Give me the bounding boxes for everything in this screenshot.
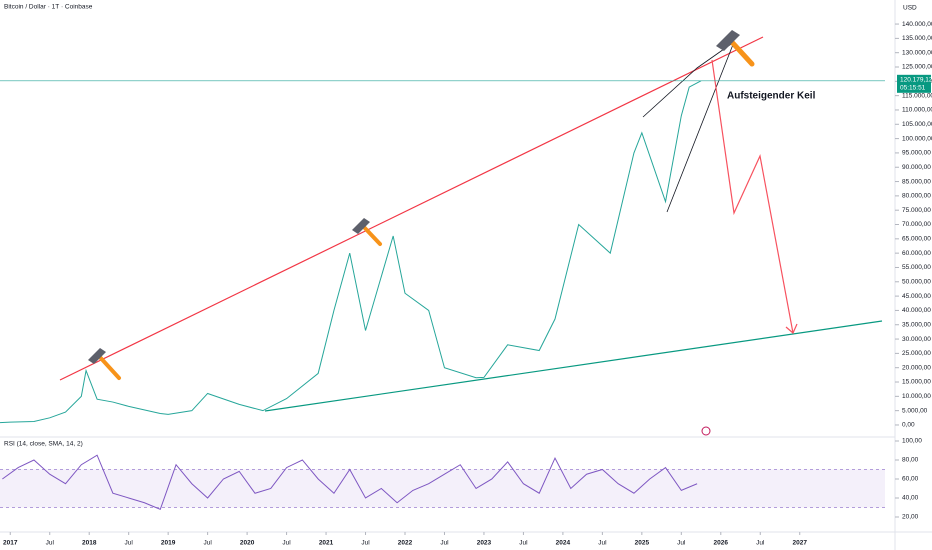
rsi-title: RSI (14, close, SMA, 14, 2) bbox=[4, 441, 83, 448]
x-tick-label: 2018 bbox=[82, 540, 97, 547]
x-tick-label: 2019 bbox=[161, 540, 176, 547]
x-tick-label: 2027 bbox=[793, 540, 808, 547]
chart-title: Bitcoin / Dollar · 1T · Coinbase bbox=[4, 4, 93, 11]
y-tick-label: 100.000,00 bbox=[902, 135, 932, 142]
x-tick-label: Jul bbox=[440, 540, 449, 547]
x-tick-label: 2020 bbox=[240, 540, 255, 547]
x-tick-label: 2023 bbox=[477, 540, 492, 547]
y-tick-label: 15.000,00 bbox=[902, 379, 931, 386]
y-tick-label: 55.000,00 bbox=[902, 264, 931, 271]
y-tick-label: 10.000,00 bbox=[902, 393, 931, 400]
y-tick-label: 65.000,00 bbox=[902, 236, 931, 243]
event-icon bbox=[701, 426, 711, 436]
y-tick-label: 95.000,00 bbox=[902, 150, 931, 157]
hammer bbox=[352, 218, 382, 246]
y-tick-label: 125.000,00 bbox=[902, 64, 932, 71]
x-tick-label: Jul bbox=[125, 540, 134, 547]
y-tick-label: 115.000,00 bbox=[902, 92, 932, 99]
y-tick-label: 35.000,00 bbox=[902, 321, 931, 328]
hammer bbox=[716, 30, 755, 67]
x-tick-label: Jul bbox=[756, 540, 765, 547]
y-tick-label: 85.000,00 bbox=[902, 178, 931, 185]
hammer bbox=[88, 348, 121, 380]
upper-trendline bbox=[59, 36, 764, 381]
countdown: 05:15:51 bbox=[900, 85, 926, 92]
x-tick-label: Jul bbox=[282, 540, 291, 547]
y-tick-label: 0,00 bbox=[902, 422, 915, 429]
y-tick-label: 110.000,00 bbox=[902, 107, 932, 114]
y-tick-label: 135.000,00 bbox=[902, 35, 932, 42]
x-tick-label: 2021 bbox=[319, 540, 334, 547]
y-tick-label: 140.000,00 bbox=[902, 21, 932, 28]
y-tick-label: 105.000,00 bbox=[902, 121, 932, 128]
x-tick-label: Jul bbox=[519, 540, 528, 547]
y-tick-label: 30.000,00 bbox=[902, 336, 931, 343]
y-tick-label: 60,00 bbox=[902, 476, 919, 483]
wedge-lower bbox=[666, 41, 735, 213]
y-tick-label: 80,00 bbox=[902, 457, 919, 464]
lower-trendline bbox=[264, 320, 883, 412]
y-tick-label: 75.000,00 bbox=[902, 207, 931, 214]
annotation: Aufsteigender Keil bbox=[727, 91, 816, 102]
y-tick-label: 45.000,00 bbox=[902, 293, 931, 300]
series-line bbox=[2, 454, 698, 511]
x-tick-label: 2022 bbox=[398, 540, 413, 547]
y-tick-label: 50.000,00 bbox=[902, 279, 931, 286]
y-tick-label: 40,00 bbox=[902, 495, 919, 502]
x-tick-label: Jul bbox=[46, 540, 55, 547]
x-tick-label: 2024 bbox=[556, 540, 571, 547]
y-tick-label: 40.000,00 bbox=[902, 307, 931, 314]
y-tick-label: 60.000,00 bbox=[902, 250, 931, 257]
projection-arrow bbox=[711, 59, 794, 334]
x-tick-label: Jul bbox=[598, 540, 607, 547]
x-tick-label: Jul bbox=[203, 540, 212, 547]
x-tick-label: Jul bbox=[361, 540, 370, 547]
y-tick-label: 80.000,00 bbox=[902, 193, 931, 200]
x-tick-label: Jul bbox=[677, 540, 686, 547]
y-tick-label: 20,00 bbox=[902, 514, 919, 521]
price-tag-label: 120.179,12 bbox=[900, 77, 932, 84]
wedge-upper bbox=[642, 41, 735, 118]
y-tick-label: 100,00 bbox=[902, 438, 922, 445]
y-tick-label: 25.000,00 bbox=[902, 350, 931, 357]
series-line bbox=[0, 80, 702, 424]
arrow-head bbox=[785, 323, 798, 334]
y-tick-label: 5.000,00 bbox=[902, 407, 928, 414]
y-tick-label: 130.000,00 bbox=[902, 49, 932, 56]
y-tick-label: 70.000,00 bbox=[902, 221, 931, 228]
x-tick-label: 2026 bbox=[714, 540, 729, 547]
y-tick-label: 20.000,00 bbox=[902, 364, 931, 371]
price-tag bbox=[897, 74, 931, 93]
axis-unit: USD bbox=[903, 5, 917, 12]
x-tick-label: 2017 bbox=[3, 540, 18, 547]
y-tick-label: 90.000,00 bbox=[902, 164, 931, 171]
x-tick-label: 2025 bbox=[635, 540, 650, 547]
